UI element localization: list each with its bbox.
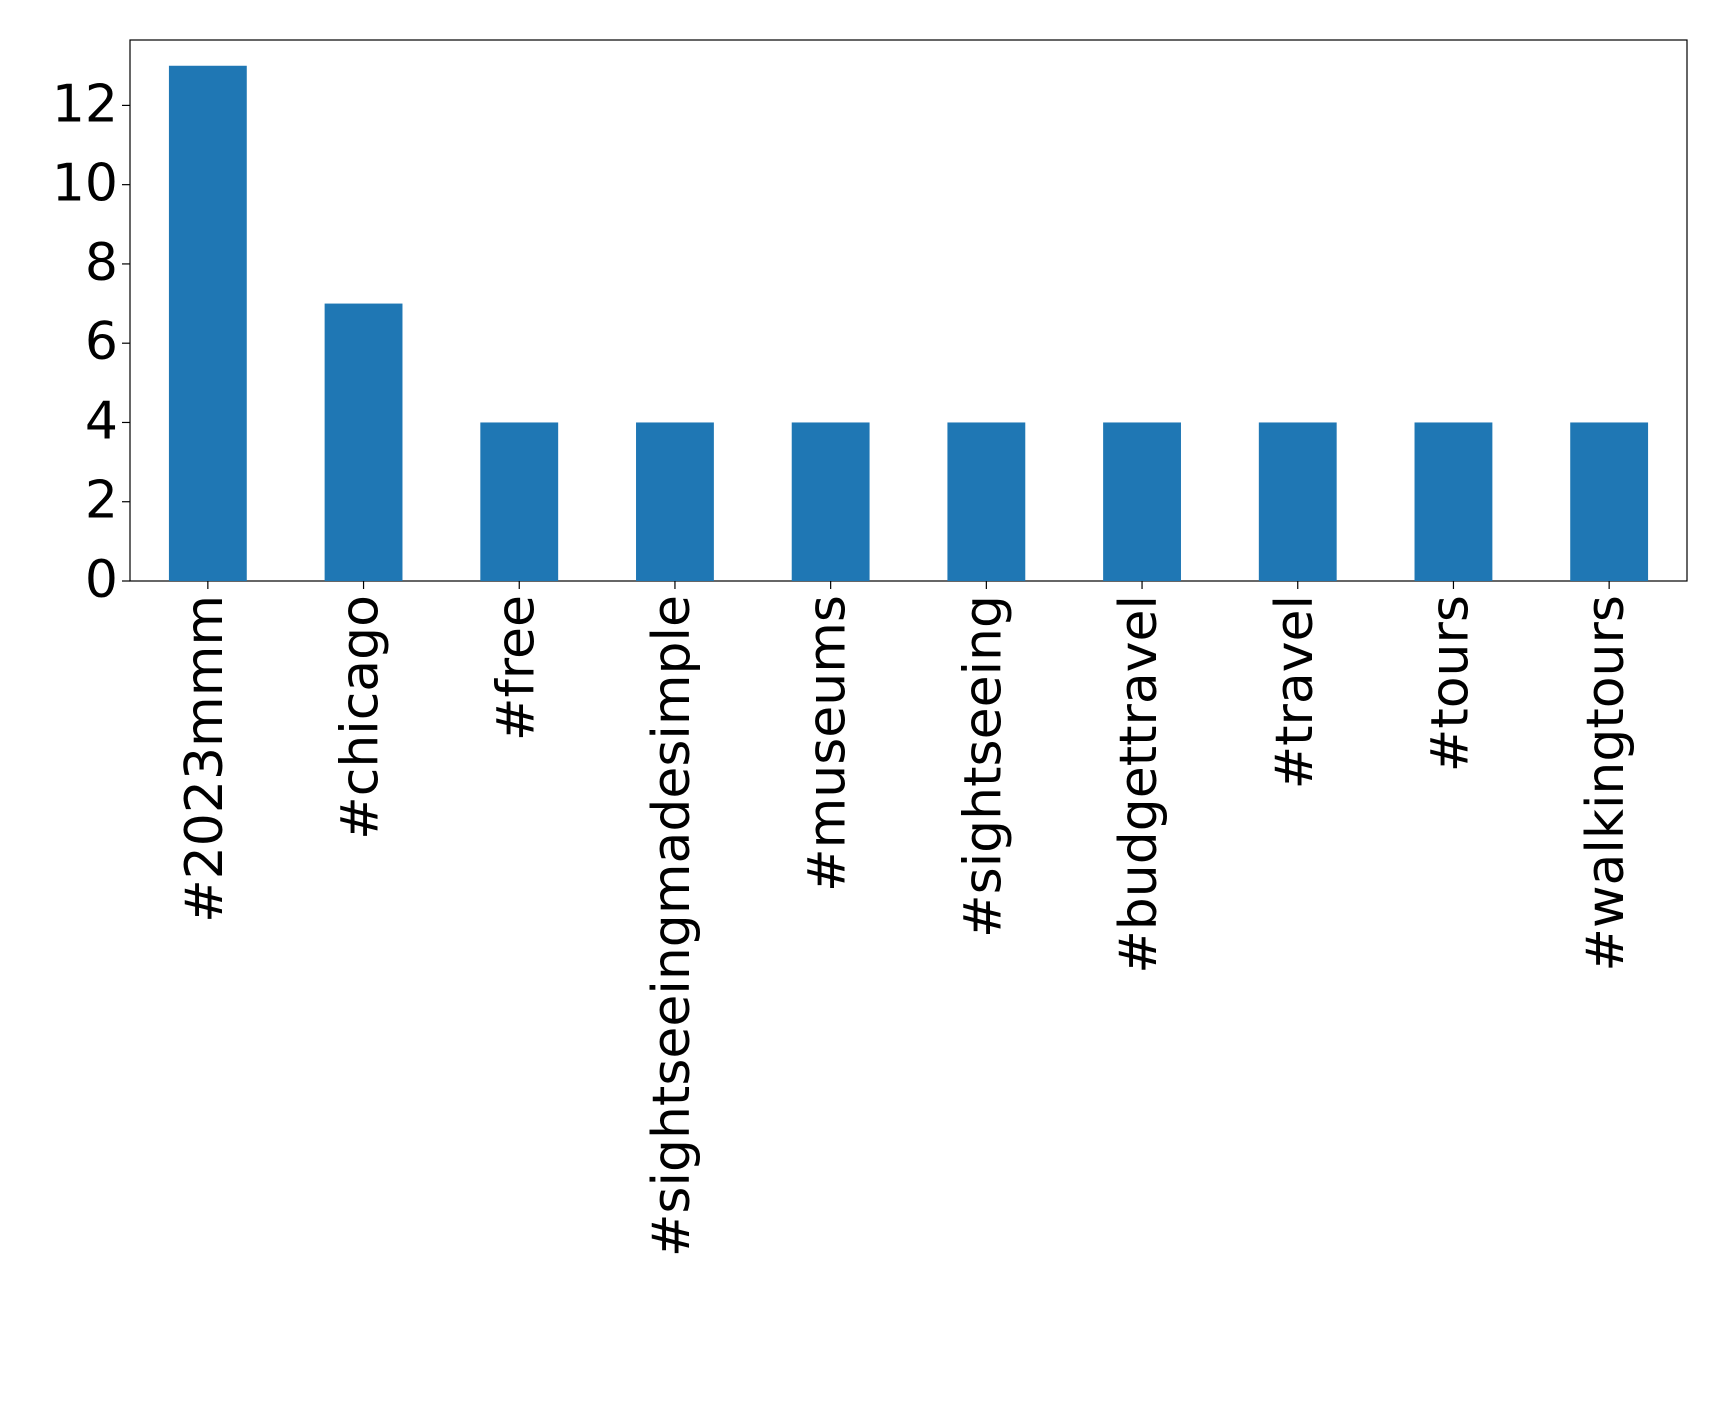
bar <box>1414 422 1493 581</box>
x-tick-label: #walkingtours <box>1576 595 1636 972</box>
bar <box>1570 422 1649 581</box>
bar <box>1258 422 1337 581</box>
bar <box>791 422 870 581</box>
bar <box>480 422 559 581</box>
x-tick-label: #free <box>486 595 546 741</box>
x-tick-label: #sightseeingmadesimple <box>642 595 702 1257</box>
bar <box>168 65 247 581</box>
x-tick-label: #museums <box>798 595 858 892</box>
y-tick-label: 6 <box>85 312 118 372</box>
x-tick-label: #chicago <box>331 595 391 840</box>
x-tick-label: #travel <box>1265 595 1325 789</box>
bar <box>324 303 403 581</box>
x-tick-label: #sightseeing <box>953 595 1013 938</box>
bar <box>1103 422 1181 581</box>
y-tick-label: 0 <box>85 550 118 610</box>
x-tick-label: #tours <box>1420 595 1480 772</box>
x-tick-label: #2023mmm <box>175 595 235 923</box>
bar <box>636 422 714 581</box>
y-tick-label: 12 <box>52 74 118 134</box>
y-tick-label: 2 <box>85 471 118 531</box>
y-tick-label: 8 <box>85 233 118 293</box>
y-tick-label: 10 <box>52 154 118 214</box>
bar <box>947 422 1026 581</box>
x-tick-label: #budgettravel <box>1109 595 1169 974</box>
plot-frame <box>129 39 1688 582</box>
y-tick-label: 4 <box>85 391 118 451</box>
